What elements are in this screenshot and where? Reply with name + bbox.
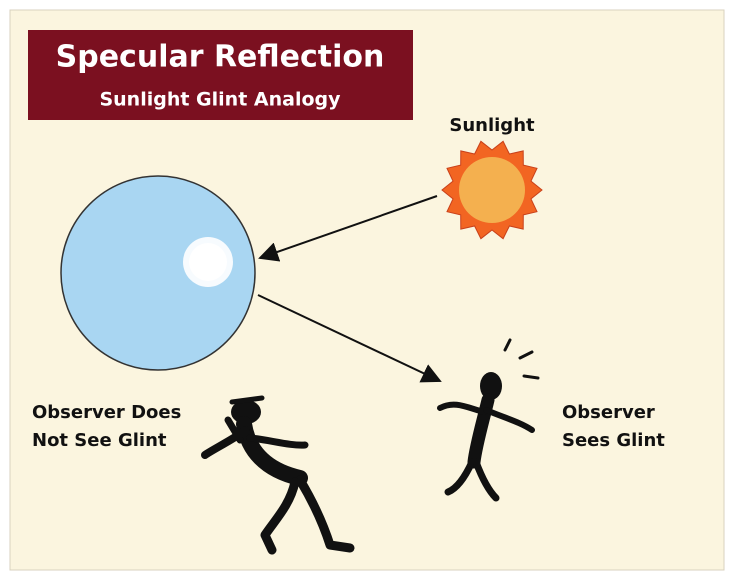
sun-label: Sunlight [449, 115, 535, 136]
glint-core [189, 243, 227, 281]
title: Specular Reflection [56, 40, 385, 75]
observer-right-label: Sees Glint [562, 430, 665, 451]
page: Specular Reflection Sunlight Glint Analo… [0, 0, 731, 576]
observer-left-label: Not See Glint [32, 430, 167, 451]
subtitle: Sunlight Glint Analogy [99, 89, 341, 111]
observer-left-label: Observer Does [32, 402, 181, 423]
diagram: Specular Reflection Sunlight Glint Analo… [0, 0, 731, 576]
observer-right-label: Observer [562, 402, 655, 423]
sun-disc [459, 157, 525, 223]
